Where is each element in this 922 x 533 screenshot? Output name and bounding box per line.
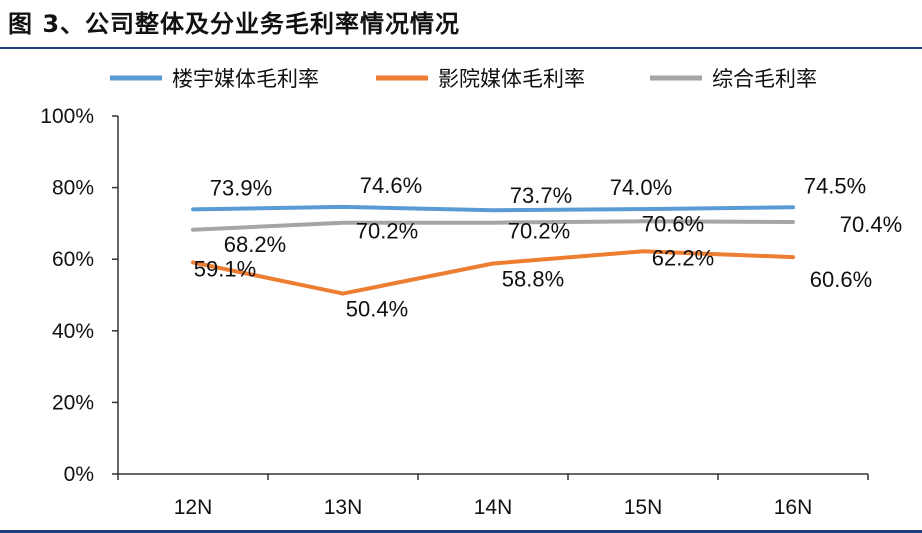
data-label: 74.5% bbox=[804, 173, 866, 198]
data-label: 74.6% bbox=[360, 173, 422, 198]
data-label: 73.9% bbox=[210, 175, 272, 200]
bottom-divider bbox=[0, 530, 922, 533]
chart-title: 图 3、公司整体及分业务毛利率情况情况 bbox=[8, 10, 461, 38]
data-label: 70.6% bbox=[642, 211, 704, 236]
data-label: 59.1% bbox=[194, 256, 256, 281]
y-tick-label: 40% bbox=[52, 320, 94, 343]
x-tick-label: 15N bbox=[624, 496, 663, 519]
legend-label: 影院媒体毛利率 bbox=[438, 67, 585, 91]
data-label: 74.0% bbox=[610, 175, 672, 200]
data-label: 70.2% bbox=[356, 219, 418, 244]
series-line bbox=[191, 204, 795, 213]
x-tick-label: 16N bbox=[774, 496, 813, 519]
data-label: 50.4% bbox=[346, 297, 408, 322]
y-tick-label: 0% bbox=[64, 463, 94, 486]
y-tick-label: 60% bbox=[52, 248, 94, 271]
title-divider bbox=[0, 47, 922, 49]
series-line bbox=[191, 249, 795, 296]
data-label: 70.2% bbox=[508, 219, 570, 244]
legend-label: 综合毛利率 bbox=[712, 67, 817, 91]
y-tick-label: 20% bbox=[52, 391, 94, 414]
data-label: 62.2% bbox=[652, 245, 714, 270]
data-label: 68.2% bbox=[224, 232, 286, 257]
x-tick-label: 14N bbox=[474, 496, 513, 519]
data-label: 58.8% bbox=[502, 267, 564, 292]
y-tick-label: 100% bbox=[40, 105, 94, 128]
data-label: 70.4% bbox=[840, 212, 902, 237]
y-tick-label: 80% bbox=[52, 177, 94, 200]
x-tick-label: 12N bbox=[174, 496, 213, 519]
data-label: 60.6% bbox=[810, 267, 872, 292]
legend-label: 楼宇媒体毛利率 bbox=[172, 67, 319, 91]
series-line bbox=[191, 219, 795, 232]
data-label: 73.7% bbox=[510, 183, 572, 208]
x-tick-label: 13N bbox=[324, 496, 363, 519]
